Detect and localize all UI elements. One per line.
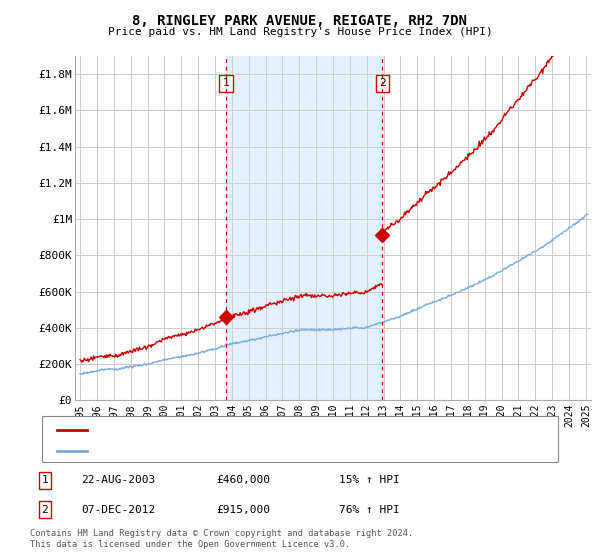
Text: £460,000: £460,000 xyxy=(216,475,270,486)
Text: This data is licensed under the Open Government Licence v3.0.: This data is licensed under the Open Gov… xyxy=(30,540,350,549)
Text: 8, RINGLEY PARK AVENUE, REIGATE, RH2 7DN (detached house): 8, RINGLEY PARK AVENUE, REIGATE, RH2 7DN… xyxy=(93,424,449,435)
Text: 15% ↑ HPI: 15% ↑ HPI xyxy=(339,475,400,486)
Text: 1: 1 xyxy=(41,475,49,486)
Text: £915,000: £915,000 xyxy=(216,505,270,515)
Text: HPI: Average price, detached house, Reigate and Banstead: HPI: Average price, detached house, Reig… xyxy=(93,446,443,456)
Text: 8, RINGLEY PARK AVENUE, REIGATE, RH2 7DN: 8, RINGLEY PARK AVENUE, REIGATE, RH2 7DN xyxy=(133,14,467,28)
Text: 1: 1 xyxy=(223,78,229,88)
Text: Contains HM Land Registry data © Crown copyright and database right 2024.: Contains HM Land Registry data © Crown c… xyxy=(30,529,413,538)
Text: Price paid vs. HM Land Registry's House Price Index (HPI): Price paid vs. HM Land Registry's House … xyxy=(107,27,493,37)
Text: 2: 2 xyxy=(41,505,49,515)
Text: 76% ↑ HPI: 76% ↑ HPI xyxy=(339,505,400,515)
Text: 2: 2 xyxy=(379,78,386,88)
Text: 07-DEC-2012: 07-DEC-2012 xyxy=(81,505,155,515)
Bar xyxy=(226,56,382,400)
Text: 22-AUG-2003: 22-AUG-2003 xyxy=(81,475,155,486)
